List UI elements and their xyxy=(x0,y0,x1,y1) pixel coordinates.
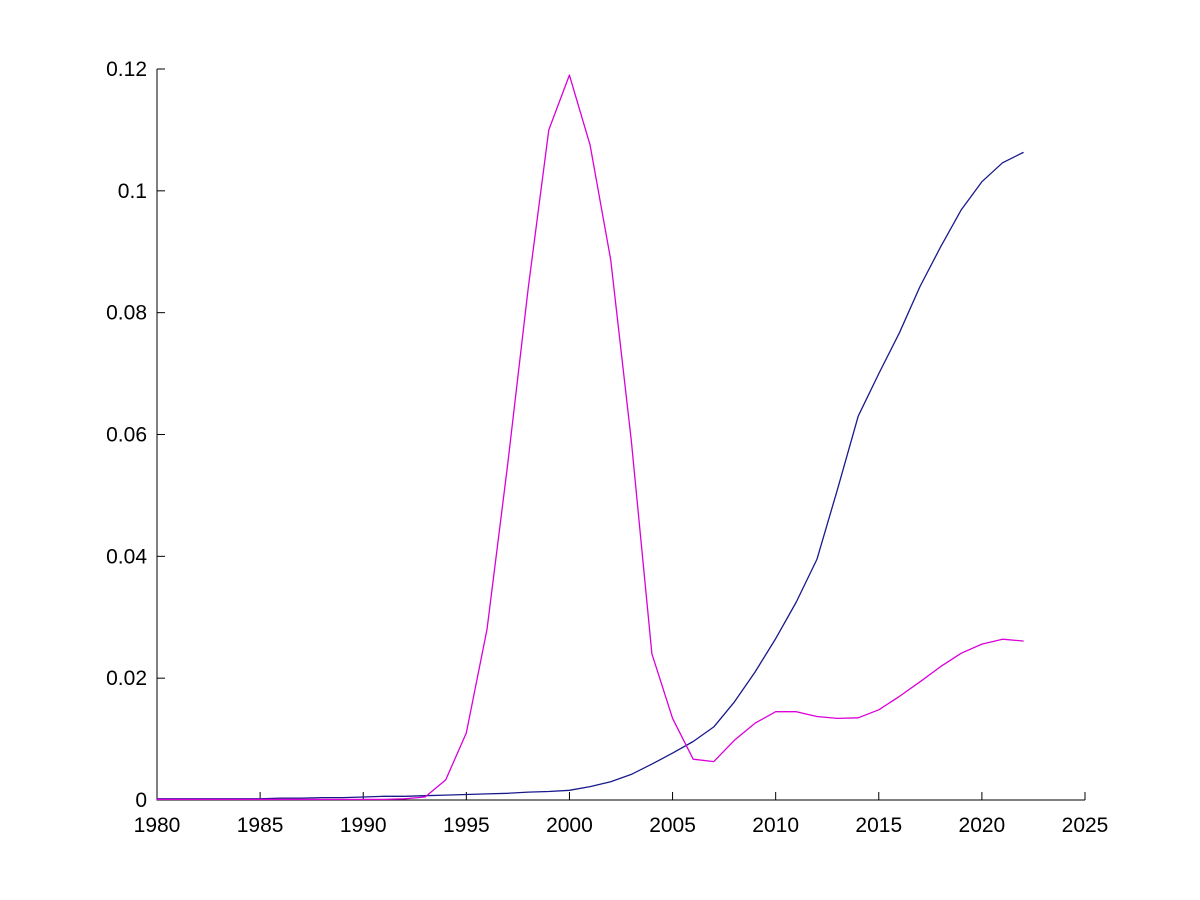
x-axis-tick-label: 2000 xyxy=(546,814,593,837)
x-axis-tick-label: 1980 xyxy=(134,814,181,837)
y-axis-tick-label: 0.08 xyxy=(106,302,147,325)
x-axis-tick-label: 2025 xyxy=(1062,814,1109,837)
y-axis-tick-label: 0.04 xyxy=(106,545,147,568)
x-axis-tick-label: 2005 xyxy=(649,814,696,837)
x-axis-tick-label: 1990 xyxy=(340,814,387,837)
x-axis-tick-label: 1985 xyxy=(237,814,284,837)
y-axis-tick-label: 0 xyxy=(135,789,147,812)
y-axis-tick-label: 0.06 xyxy=(106,424,147,447)
x-axis-tick-label: 2010 xyxy=(752,814,799,837)
magenta-line-series xyxy=(156,74,1024,801)
x-axis-tick-label: 2020 xyxy=(959,814,1006,837)
y-axis-tick-label: 0.12 xyxy=(106,58,147,81)
y-axis-tick-label: 0.1 xyxy=(118,180,147,203)
dark-blue-line-series xyxy=(156,151,1024,800)
y-axis-tick-label: 0.02 xyxy=(106,667,147,690)
x-axis-tick-label: 1995 xyxy=(443,814,490,837)
x-axis-tick-label: 2015 xyxy=(855,814,902,837)
axis-spines xyxy=(156,69,1085,801)
